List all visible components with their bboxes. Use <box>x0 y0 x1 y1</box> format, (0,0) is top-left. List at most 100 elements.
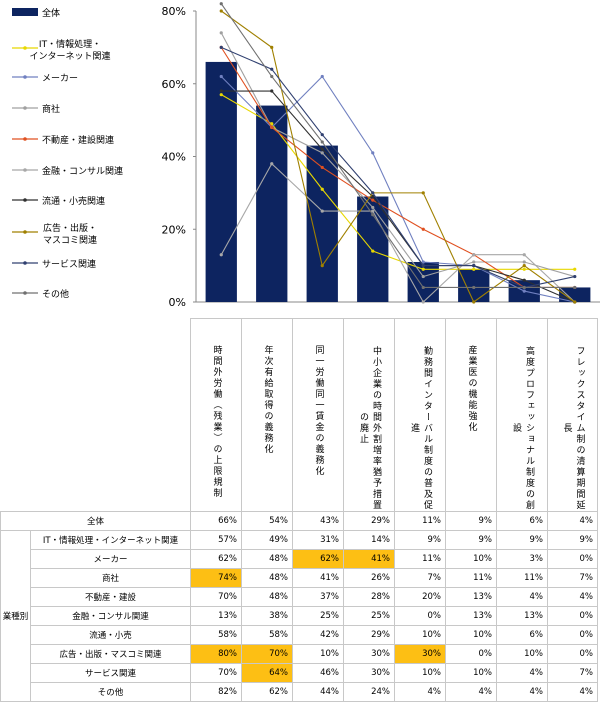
series-point <box>320 264 324 268</box>
row-label: 金融・コンサル関連 <box>30 606 191 626</box>
table-cell: 0% <box>547 606 598 626</box>
legend-label: その他 <box>42 288 69 300</box>
table-cell: 11% <box>445 568 497 588</box>
table-cell: 48% <box>241 568 293 588</box>
table-cell: 74% <box>190 568 242 588</box>
series-point <box>472 300 476 304</box>
table-cell: 13% <box>445 587 497 607</box>
column-header-text: 高度プロフェッショナル制度の創設 <box>511 345 534 511</box>
series-point <box>219 74 223 79</box>
table-cell: 49% <box>241 530 293 550</box>
column-header: 高度プロフェッショナル制度の創設 <box>496 318 548 512</box>
table-cell: 10% <box>445 663 497 683</box>
table-cell: 48% <box>241 549 293 569</box>
table-cell: 0% <box>445 644 497 664</box>
y-tick-label: 60% <box>162 78 186 91</box>
series-point <box>270 74 274 79</box>
series-point <box>371 198 375 202</box>
series-point <box>472 260 476 264</box>
table-cell: 4% <box>547 682 598 702</box>
column-header: 同一労働同一賃金の義務化 <box>292 318 344 512</box>
table-row: 全体 66% 54% 43% 29% 11% 9% 6% 4% <box>0 511 598 531</box>
bar <box>458 269 490 302</box>
table-row: 金融・コンサル関連 13% 38% 25% 25% 0% 13% 13% 0% <box>1 606 598 626</box>
series-point <box>270 67 274 71</box>
column-header: 産業医の機能強化 <box>445 318 497 512</box>
series-point <box>522 278 526 282</box>
table-cell: 43% <box>292 511 344 531</box>
table-cell: 58% <box>241 625 293 645</box>
table-cell: 6% <box>496 511 548 531</box>
series-point <box>320 133 324 137</box>
legend-label: メーカー <box>42 73 78 84</box>
table-cell: 62% <box>190 549 242 569</box>
series-point <box>320 209 324 213</box>
y-tick-label: 0% <box>169 296 186 309</box>
table-cell: 7% <box>547 568 598 588</box>
legend-marker <box>23 46 27 50</box>
table-cell: 3% <box>496 549 548 569</box>
series-point <box>219 93 223 97</box>
table-cell: 9% <box>445 511 497 531</box>
series-point <box>573 274 577 279</box>
series-point <box>320 187 324 191</box>
table-cell: 42% <box>292 625 344 645</box>
row-label: 商社 <box>30 568 191 588</box>
series-point <box>421 191 425 195</box>
table-cell: 54% <box>241 511 293 531</box>
table-cell: 64% <box>241 663 293 683</box>
legend-label: 商社 <box>42 103 60 115</box>
series-point <box>472 285 476 290</box>
table-cell: 57% <box>190 530 242 550</box>
series-line <box>220 10 576 303</box>
table-row: 業種別 IT・情報処理・インターネット関連 57% 49% 31% 14% 9% 9% 9% 9% <box>0 530 598 702</box>
table-cell: 13% <box>445 606 497 626</box>
series-point <box>219 253 223 257</box>
table-cell: 62% <box>241 682 293 702</box>
bar <box>306 145 338 302</box>
table-cell: 30% <box>394 644 446 664</box>
legend-label: マスコミ関連 <box>43 234 97 246</box>
table-cell: 6% <box>496 625 548 645</box>
table-cell: 29% <box>343 625 395 645</box>
row-label: 流通・小売 <box>30 625 191 645</box>
table-cell: 13% <box>496 606 548 626</box>
y-tick-label: 80% <box>162 5 186 18</box>
table-cell: 26% <box>343 568 395 588</box>
series-point <box>371 151 375 155</box>
series-line <box>220 75 575 303</box>
y-tick-label: 20% <box>162 223 186 236</box>
header-blank <box>0 318 191 512</box>
table-row: 商社 74% 48% 41% 26% 7% 11% 11% 7% <box>1 568 598 588</box>
table-cell: 10% <box>394 663 446 683</box>
legend-label: インターネット関連 <box>29 50 110 62</box>
table-cell: 30% <box>343 663 395 683</box>
legend-marker <box>23 198 27 202</box>
series-point <box>472 264 476 268</box>
column-header-text: 同一労働同一賃金の義務化 <box>313 345 324 477</box>
series-point <box>522 289 526 293</box>
series-point <box>522 267 526 271</box>
table-cell: 4% <box>547 587 598 607</box>
table-cell: 46% <box>292 663 344 683</box>
table-cell: 9% <box>445 530 497 550</box>
legend-marker <box>23 75 27 79</box>
series-point <box>522 260 526 264</box>
bar <box>205 61 237 302</box>
series-point <box>371 213 375 217</box>
table-cell: 58% <box>190 625 242 645</box>
column-header: 年次有給取得の義務化 <box>241 318 293 512</box>
series-point <box>371 249 375 253</box>
table-cell: 7% <box>547 663 598 683</box>
column-header-text: 中小企業の時間外割増率猶予措置の廃止 <box>358 345 381 511</box>
table-cell: 70% <box>241 644 293 664</box>
table-cell: 4% <box>394 682 446 702</box>
column-header-text: 年次有給取得の義務化 <box>262 345 273 455</box>
series-point <box>320 140 324 144</box>
table-cell: 0% <box>394 606 446 626</box>
series-point <box>421 267 425 271</box>
series-point <box>219 2 223 6</box>
legend-marker <box>23 291 27 295</box>
table-cell: 62% <box>292 549 344 569</box>
table-cell: 24% <box>343 682 395 702</box>
